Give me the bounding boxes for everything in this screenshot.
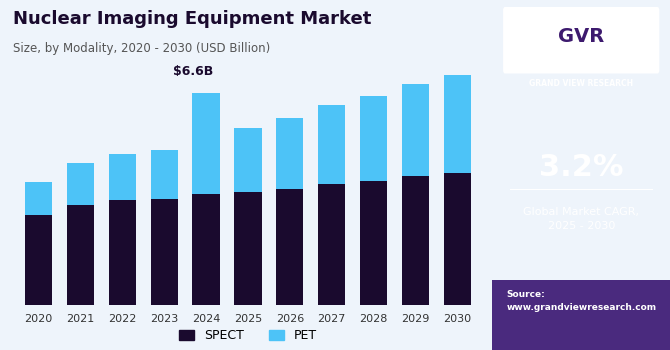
- Bar: [318, 184, 345, 304]
- Bar: [67, 205, 94, 304]
- FancyBboxPatch shape: [492, 280, 670, 350]
- Bar: [109, 200, 136, 304]
- Bar: [151, 150, 178, 198]
- Bar: [234, 192, 261, 304]
- Bar: [444, 75, 471, 173]
- Bar: [276, 189, 304, 304]
- Bar: [25, 182, 52, 215]
- Text: Size, by Modality, 2020 - 2030 (USD Billion): Size, by Modality, 2020 - 2030 (USD Bill…: [13, 42, 271, 55]
- Bar: [25, 215, 52, 304]
- Text: GRAND VIEW RESEARCH: GRAND VIEW RESEARCH: [529, 79, 633, 89]
- FancyBboxPatch shape: [503, 7, 659, 74]
- Bar: [444, 173, 471, 304]
- Legend: SPECT, PET: SPECT, PET: [174, 324, 322, 348]
- Text: Nuclear Imaging Equipment Market: Nuclear Imaging Equipment Market: [13, 10, 372, 28]
- Bar: [192, 92, 220, 194]
- Text: Global Market CAGR,
2025 - 2030: Global Market CAGR, 2025 - 2030: [523, 207, 639, 231]
- Bar: [151, 198, 178, 304]
- Bar: [402, 176, 429, 304]
- Bar: [192, 194, 220, 304]
- Bar: [276, 118, 304, 189]
- Bar: [67, 163, 94, 205]
- Text: 3.2%: 3.2%: [539, 154, 624, 182]
- Bar: [234, 128, 261, 192]
- Text: $6.6B: $6.6B: [174, 65, 214, 78]
- Bar: [109, 154, 136, 200]
- Text: Source:
www.grandviewresearch.com: Source: www.grandviewresearch.com: [507, 290, 657, 312]
- Bar: [360, 96, 387, 181]
- Bar: [318, 105, 345, 184]
- Text: GVR: GVR: [558, 27, 604, 46]
- Bar: [360, 181, 387, 304]
- Bar: [402, 84, 429, 176]
